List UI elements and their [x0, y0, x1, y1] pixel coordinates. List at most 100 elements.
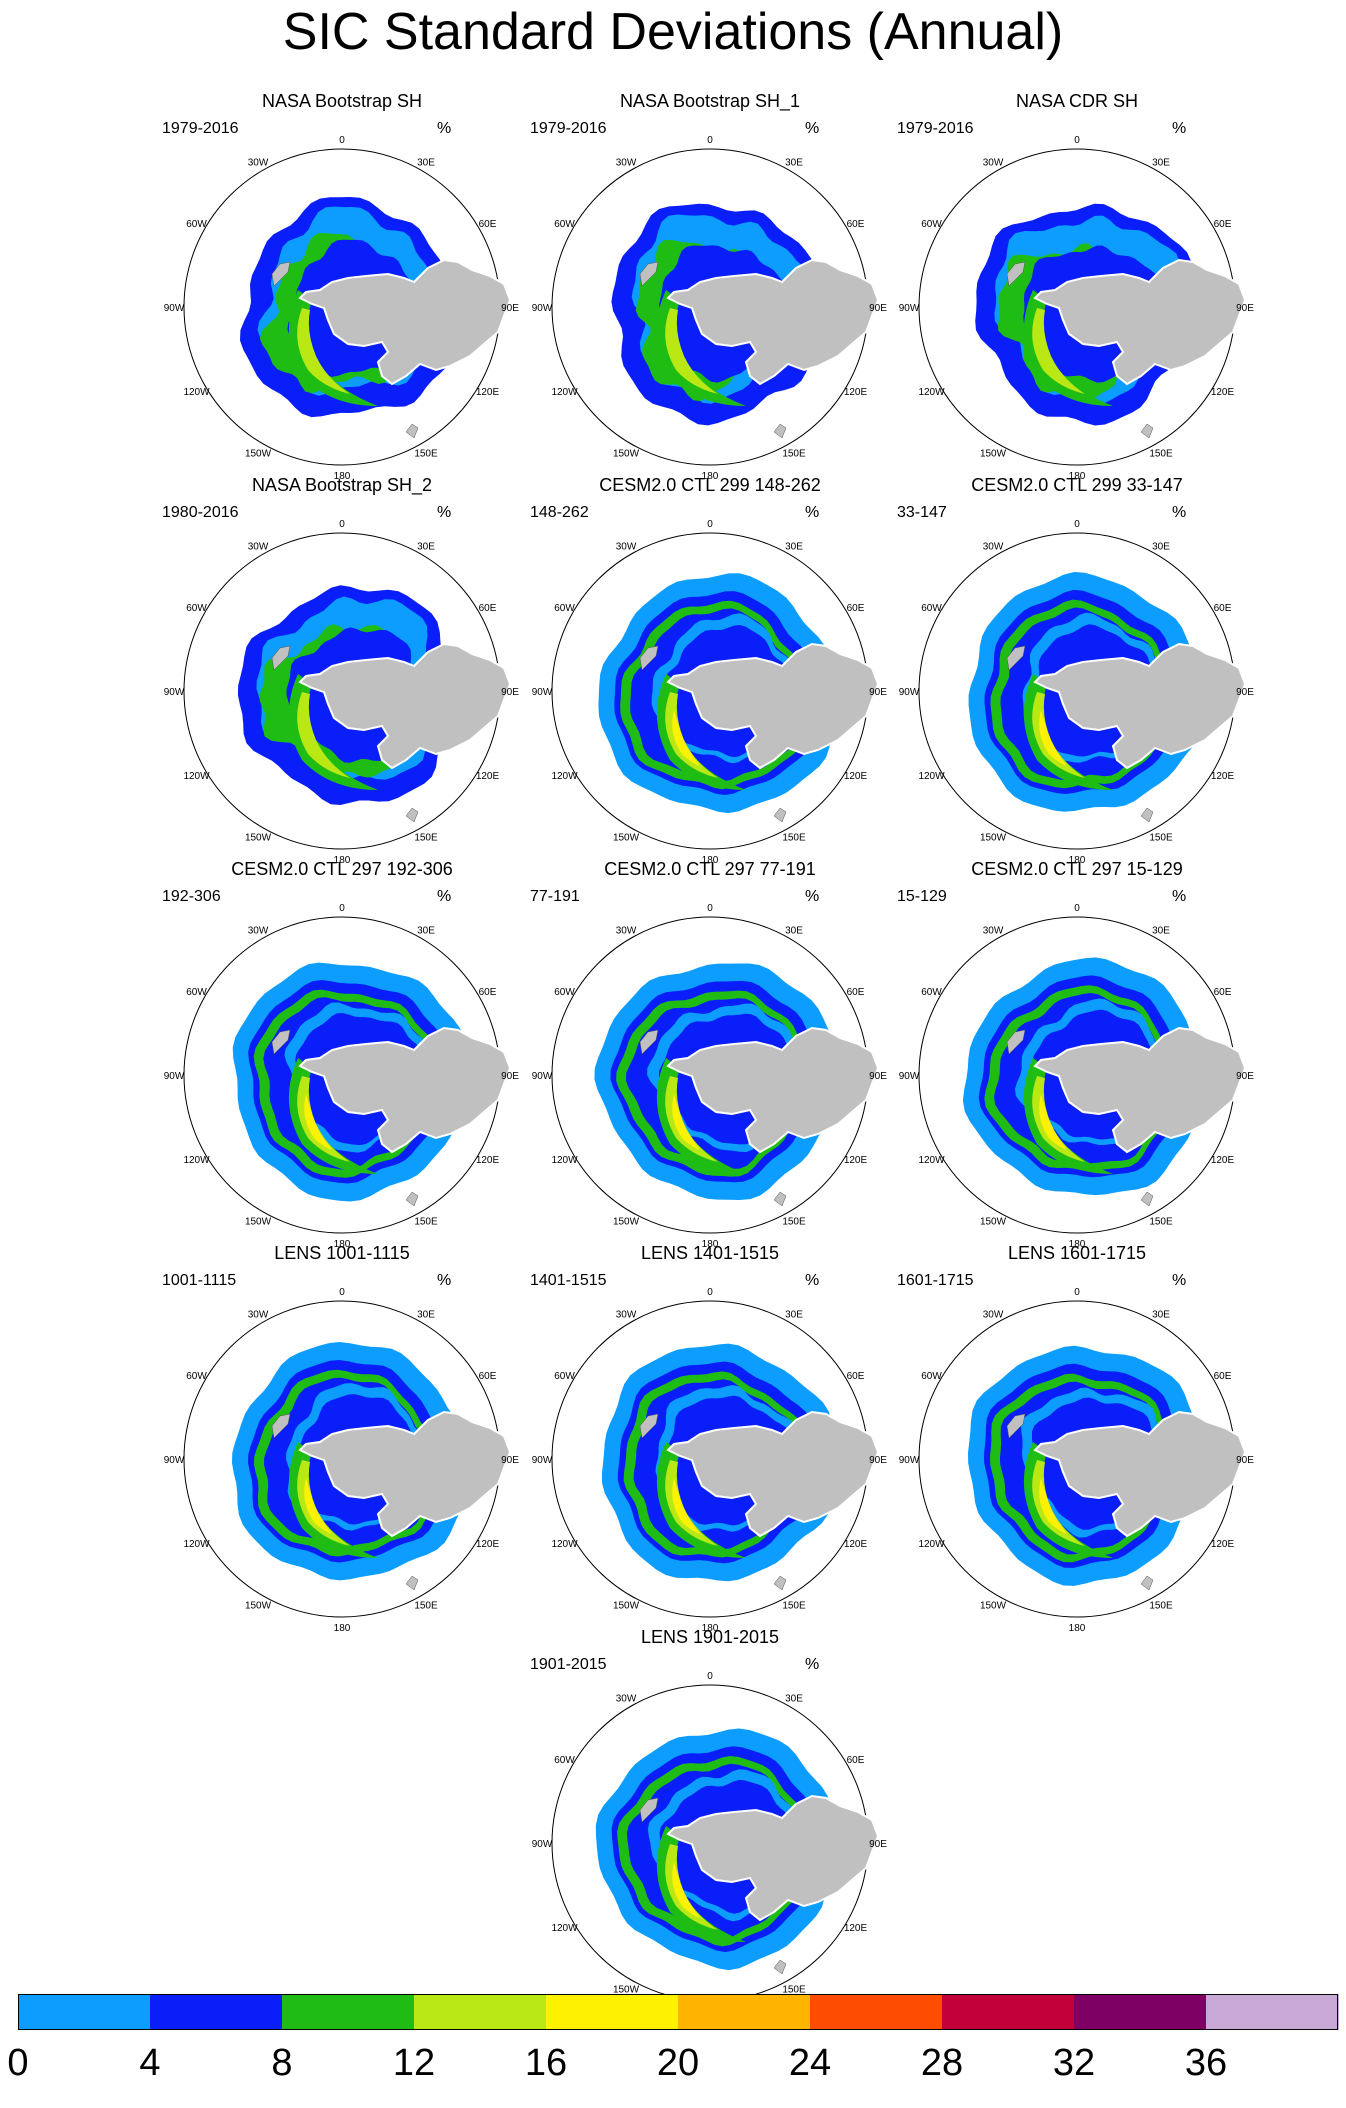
panel-years: 1001-1115	[162, 1272, 237, 1289]
colorbar-tick-label: 36	[1184, 2042, 1228, 2084]
panel-unit: %	[805, 888, 820, 905]
longitude-label: 30E	[1152, 542, 1170, 553]
map-panel: LENS 1901-2015 1901-2015% 0 30W 30E 60W 60E 90W…	[520, 1627, 900, 2018]
south-america-landmass	[639, 645, 659, 671]
longitude-label: 150W	[613, 449, 640, 460]
longitude-label: 150E	[414, 1601, 438, 1612]
longitude-label: 90E	[501, 687, 519, 698]
longitude-label: 150E	[1149, 833, 1173, 844]
antarctica-landmass	[298, 1026, 512, 1154]
longitude-label: 60W	[186, 1371, 207, 1382]
longitude-label: 60E	[479, 603, 497, 614]
contour-8-12-band	[656, 1826, 746, 1942]
longitude-label: 120W	[918, 1155, 945, 1166]
longitude-label: 120W	[183, 1155, 210, 1166]
panel-unit: %	[805, 504, 820, 521]
longitude-label: 120E	[844, 1539, 868, 1550]
longitude-label: 150E	[782, 833, 806, 844]
map-panel: CESM2.0 CTL 297 15-129 15-129% 0 30W 30E 60W 6…	[887, 859, 1267, 1250]
longitude-label: 120W	[918, 387, 945, 398]
longitude-label: 60W	[186, 987, 207, 998]
south-america-landmass	[639, 1413, 659, 1439]
colorbar-segment	[414, 1994, 547, 2030]
colorbar-segment	[1206, 1994, 1339, 2030]
panel-years: 1601-1715	[897, 1272, 974, 1289]
new-zealand-landmass	[405, 1191, 419, 1207]
longitude-label: 30E	[1152, 926, 1170, 937]
longitude-label: 180	[334, 1623, 351, 1634]
panel-unit: %	[437, 1272, 452, 1289]
longitude-label: 120E	[1211, 771, 1235, 782]
longitude-label: 0	[707, 135, 713, 146]
longitude-label: 90W	[899, 303, 920, 314]
longitude-label: 0	[339, 519, 345, 530]
longitude-label: 60E	[1214, 603, 1232, 614]
longitude-label: 150E	[1149, 449, 1173, 460]
contour-16-20	[672, 1478, 700, 1534]
contour-8-12-band	[288, 1442, 378, 1558]
longitude-label: 150W	[245, 1601, 272, 1612]
south-america-landmass	[639, 1797, 659, 1823]
panel-title: CESM2.0 CTL 297 192-306	[231, 859, 453, 879]
south-america-landmass	[271, 645, 291, 671]
longitude-label: 150W	[613, 1217, 640, 1228]
longitude-label: 120E	[476, 1539, 500, 1550]
longitude-label: 30W	[248, 926, 269, 937]
longitude-label: 90W	[164, 1071, 185, 1082]
contour-12-16	[665, 1076, 718, 1162]
contour-16-20	[672, 1862, 700, 1918]
longitude-label: 150W	[245, 833, 272, 844]
longitude-label: 0	[1074, 1287, 1080, 1298]
longitude-label: 120W	[183, 1539, 210, 1550]
longitude-label: 60E	[479, 219, 497, 230]
longitude-label: 30E	[417, 158, 435, 169]
contour-12-16	[1032, 308, 1085, 394]
longitude-label: 0	[707, 519, 713, 530]
longitude-label: 150E	[1149, 1601, 1173, 1612]
longitude-label: 0	[707, 903, 713, 914]
contour-12-16	[665, 308, 718, 394]
contour-8-12-band	[656, 674, 746, 790]
panel-title: NASA Bootstrap SH_1	[619, 91, 801, 111]
longitude-label: 120W	[551, 771, 578, 782]
longitude-label: 120E	[1211, 387, 1235, 398]
longitude-label: 180	[702, 1623, 719, 1634]
longitude-label: 60E	[479, 987, 497, 998]
longitude-label: 30W	[248, 158, 269, 169]
contour-12-16	[297, 308, 350, 394]
map-panel: CESM2.0 CTL 297 77-191 77-191% 0 30W 30E 60W 6…	[520, 859, 900, 1250]
longitude-label: 60W	[186, 603, 207, 614]
contour-8-12-band	[656, 1442, 746, 1558]
colorbar-tick-label: 24	[788, 2042, 832, 2084]
longitude-label: 90W	[899, 687, 920, 698]
panel-unit: %	[805, 1272, 820, 1289]
longitude-label: 60W	[554, 1371, 575, 1382]
longitude-label: 30W	[983, 542, 1004, 553]
longitude-label: 180	[334, 471, 351, 482]
longitude-label: 60W	[921, 219, 942, 230]
longitude-label: 0	[339, 903, 345, 914]
longitude-label: 120E	[476, 1155, 500, 1166]
longitude-label: 180	[334, 855, 351, 866]
longitude-label: 30W	[616, 926, 637, 937]
panel-unit: %	[1172, 504, 1187, 521]
longitude-label: 30W	[983, 158, 1004, 169]
longitude-label: 90W	[532, 303, 553, 314]
new-zealand-landmass	[773, 807, 787, 823]
longitude-label: 0	[1074, 519, 1080, 530]
new-zealand-landmass	[773, 423, 787, 439]
contour-8-12-band	[656, 1058, 746, 1174]
contour-8-12-band	[1023, 674, 1113, 790]
longitude-label: 60W	[554, 219, 575, 230]
antarctica-landmass	[666, 1026, 880, 1154]
antarctica-landmass	[1033, 1410, 1247, 1538]
contour-16-20	[672, 710, 700, 766]
panel-title: NASA CDR SH	[1015, 91, 1139, 111]
panel-unit: %	[1172, 120, 1187, 137]
